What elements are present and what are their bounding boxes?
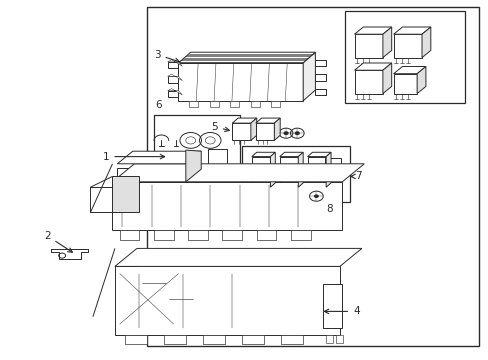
Polygon shape [307,152,330,157]
Bar [242,146,349,202]
Bar [271,101,280,107]
Bar [242,335,264,344]
Bar [154,230,173,240]
Circle shape [313,194,318,198]
Polygon shape [112,164,364,182]
Bar [273,171,303,180]
Bar [315,89,325,95]
Bar [90,187,117,212]
Bar [117,168,185,182]
Text: 8: 8 [326,204,333,215]
Polygon shape [90,176,112,187]
Bar [112,182,342,230]
Bar [167,62,178,68]
Polygon shape [90,164,112,212]
Text: 1: 1 [102,152,164,162]
Bar [281,335,303,344]
Polygon shape [112,176,139,212]
Bar [344,11,464,103]
Bar [167,91,178,97]
Polygon shape [416,67,425,94]
Bar [325,158,340,180]
Bar [178,63,303,101]
Bar [188,230,207,240]
Polygon shape [393,27,430,34]
Polygon shape [115,248,361,266]
Polygon shape [255,123,274,140]
Polygon shape [382,27,391,58]
Polygon shape [354,70,382,94]
Polygon shape [303,52,315,101]
Polygon shape [167,89,182,95]
Polygon shape [270,152,275,187]
Bar [163,335,185,344]
Bar [290,230,310,240]
Bar [167,76,178,83]
Polygon shape [250,118,256,140]
Polygon shape [354,63,391,70]
Polygon shape [393,67,425,74]
Polygon shape [354,34,382,58]
Polygon shape [255,118,280,123]
Bar [207,149,227,164]
Polygon shape [251,152,275,157]
Text: 6: 6 [155,100,162,110]
Polygon shape [167,74,182,81]
Text: 4: 4 [324,306,359,316]
Bar [154,115,239,171]
Polygon shape [185,150,201,182]
Polygon shape [325,152,330,187]
Bar [115,266,339,335]
Polygon shape [117,151,201,164]
Bar [120,230,139,240]
Polygon shape [232,123,250,140]
Circle shape [283,131,288,135]
Polygon shape [354,27,391,34]
Bar [315,60,325,66]
Bar [326,180,338,185]
Bar [325,335,333,343]
Bar [203,335,224,344]
Circle shape [294,131,299,135]
Bar [279,157,298,187]
Polygon shape [232,118,256,123]
Bar [230,101,239,107]
Bar [307,157,325,187]
Bar [185,171,215,180]
Polygon shape [393,74,416,94]
Bar [124,335,146,344]
Polygon shape [167,60,182,66]
Bar [315,74,325,81]
Bar [256,230,276,240]
Bar [189,101,198,107]
Text: 7: 7 [350,171,361,181]
Polygon shape [421,27,430,58]
Bar [251,157,270,187]
Text: 5: 5 [211,122,229,132]
Bar [146,7,478,346]
Polygon shape [393,34,421,58]
Bar [229,171,259,180]
Text: 3: 3 [154,50,179,63]
Polygon shape [178,52,315,63]
Bar [322,284,342,328]
Polygon shape [279,152,303,157]
Polygon shape [382,63,391,94]
Text: 2: 2 [44,231,72,252]
Bar [222,230,242,240]
Bar [209,101,218,107]
Bar [250,101,259,107]
Polygon shape [298,152,303,187]
Bar [335,335,343,343]
Polygon shape [274,118,280,140]
Polygon shape [93,248,115,317]
